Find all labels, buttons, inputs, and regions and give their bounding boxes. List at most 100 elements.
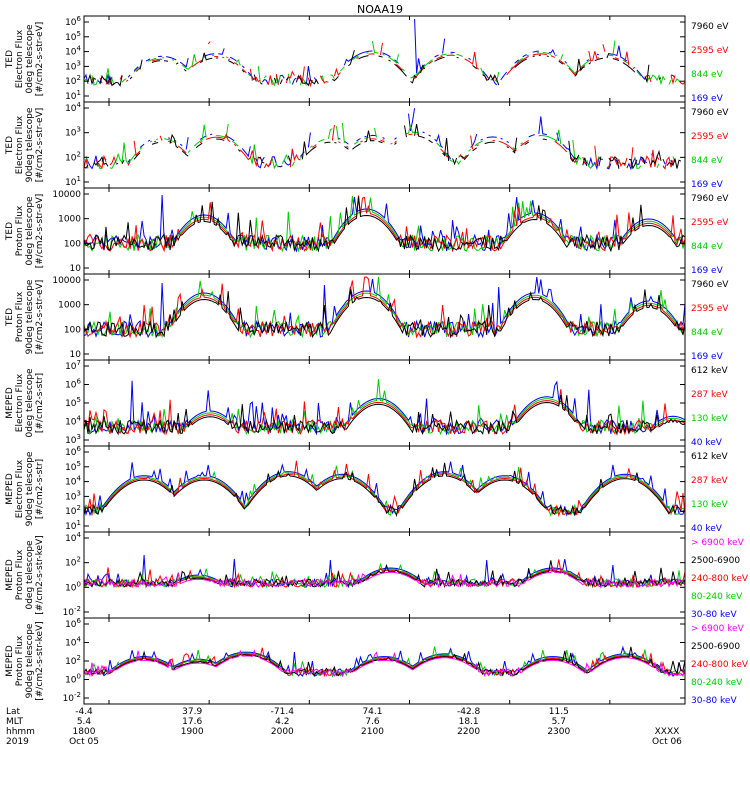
series-trace-segment (394, 140, 397, 144)
series-trace-segment (520, 139, 529, 147)
y-tick-label: 103 (65, 59, 81, 72)
series-trace-segment (560, 54, 564, 60)
series-trace-segment (133, 140, 141, 157)
y-tick-label: 102 (65, 556, 81, 569)
y-tick-text: 102 (65, 654, 81, 667)
series-trace-segment (596, 53, 600, 56)
legend-entry: 169 eV (691, 352, 724, 362)
series-meped-e-0-612-kev (83, 394, 686, 436)
series-trace-segment (442, 137, 450, 161)
series-trace-segment (177, 145, 187, 154)
series-trace-segment (468, 148, 471, 152)
series-trace-segment (414, 67, 425, 80)
legend-entry: 2500-6900 (691, 556, 740, 566)
y-tick-label: 102 (65, 504, 81, 517)
legend-entry: 240-800 keV (691, 660, 749, 670)
series-trace-segment (204, 53, 215, 57)
series-trace-segment (199, 135, 207, 140)
series-trace-segment (406, 124, 419, 135)
y-tick-text: 101 (65, 519, 81, 532)
series-trace-segment (380, 42, 383, 56)
series-trace-segment (199, 52, 213, 64)
series-meped-p-0--6900-kev (83, 566, 686, 589)
hhmm-value: 2200 (457, 727, 480, 737)
y-tick-label: 10 (70, 264, 82, 274)
series-trace-segment (241, 68, 247, 74)
series-ted-p-90-844-ev (83, 276, 686, 339)
y-tick-text: 101 (65, 175, 81, 188)
legend-entry: > 6900 keV (691, 538, 745, 548)
series-trace-segment (396, 63, 403, 71)
series-trace-segment (287, 155, 291, 162)
time-row-label: MLT (6, 717, 24, 727)
panel-meped-p-90: 10-2 100 102 104 106 MEPEDProton Flux90deg te… (5, 617, 749, 706)
series-trace-segment (460, 154, 469, 161)
series-trace-segment (179, 143, 183, 147)
series-trace-segment (668, 79, 672, 85)
series-trace-segment (139, 147, 143, 150)
y-tick-text: 105 (65, 30, 81, 43)
legend-entry: 2500-6900 (691, 642, 740, 652)
series-trace-segment (167, 137, 171, 139)
series-trace-segment (500, 71, 508, 81)
series-trace-segment (428, 139, 433, 144)
series-trace-segment (388, 59, 391, 62)
lat-value: 74.1 (362, 707, 382, 717)
series-trace-segment (85, 157, 89, 164)
series-trace-segment (662, 156, 674, 170)
series-trace-segment (394, 137, 397, 140)
series-trace-segment (87, 73, 97, 86)
series-trace-segment (332, 75, 339, 82)
series-trace-segment (253, 74, 257, 82)
legend-entry: 287 keV (691, 476, 728, 486)
series-trace-segment (263, 157, 273, 169)
series-trace-segment (470, 135, 474, 150)
series-trace-segment (109, 142, 137, 169)
series-trace-segment (139, 143, 145, 148)
y-tick-label: 10 (70, 350, 82, 360)
series-trace-segment (408, 108, 416, 132)
legend-entry: 169 eV (691, 180, 724, 190)
y-tick-label: 104 (65, 101, 81, 114)
series-trace-segment (83, 460, 686, 517)
y-tick-text: 102 (65, 556, 81, 569)
legend-entry: 80-240 keV (691, 678, 743, 688)
series-trace-segment (133, 66, 139, 71)
time-row-label: 2019 (6, 737, 29, 747)
series-trace-segment (636, 69, 646, 80)
series-trace-segment (640, 156, 646, 165)
y-tick-text: 104 (65, 45, 81, 58)
series-meped-p-0-30-80-kev (83, 554, 686, 589)
series-trace-segment (121, 78, 127, 83)
series-trace-segment (218, 48, 225, 55)
series-trace-segment (344, 146, 349, 150)
series-trace-segment (83, 289, 686, 339)
mlt-value: 4.2 (275, 717, 289, 727)
legend-entry: 30-80 keV (691, 696, 737, 706)
y-tick-text: 102 (65, 150, 81, 163)
y-tick-label: 101 (65, 519, 81, 532)
series-trace-segment (594, 57, 603, 62)
legend-entry: 40 keV (691, 524, 723, 534)
lat-value: -71.4 (271, 707, 295, 717)
hhmm-value: 1800 (73, 727, 96, 737)
series-trace-segment (390, 142, 393, 145)
series-trace-segment (408, 133, 413, 136)
legend-entry: 30-80 keV (691, 610, 737, 620)
series-ted-p-90-7960-ev (83, 289, 686, 339)
series-trace-segment (358, 55, 369, 60)
y-axis-label: MEPEDProton Flux0deg telescope[#/cm2-s-s… (5, 535, 45, 614)
y-tick-text: 104 (65, 415, 81, 428)
time-row-label: Lat (6, 707, 21, 717)
mlt-value: 5.4 (77, 717, 92, 727)
series-trace-segment (287, 73, 291, 84)
series-trace-segment (456, 53, 463, 57)
series-ted-e-0-7960-ev (87, 49, 662, 87)
series-trace-segment (572, 139, 582, 166)
lat-value: -42.8 (457, 707, 481, 717)
series-trace-segment (83, 560, 686, 589)
series-trace-segment (191, 59, 203, 68)
series-trace-segment (97, 163, 103, 170)
series-trace-segment (434, 54, 439, 58)
y-tick-text: 101 (65, 89, 81, 102)
